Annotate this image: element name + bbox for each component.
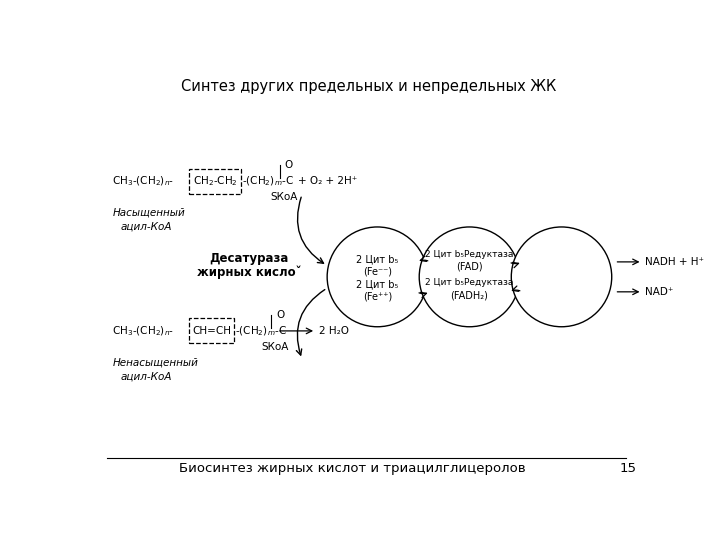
Text: CH$_2$-CH$_2$: CH$_2$-CH$_2$ xyxy=(192,174,238,188)
Text: CH$_3$-(CH$_2$)$_n$-: CH$_3$-(CH$_2$)$_n$- xyxy=(112,324,174,338)
Text: (FAD): (FAD) xyxy=(456,262,482,272)
Text: 2 Цит b₅Редуктаза: 2 Цит b₅Редуктаза xyxy=(426,278,513,287)
Text: (Fe⁻⁻): (Fe⁻⁻) xyxy=(363,267,392,277)
Text: Биосинтез жирных кислот и триацилглицеролов: Биосинтез жирных кислот и триацилглицеро… xyxy=(179,462,526,475)
Text: ацил-КоА: ацил-КоА xyxy=(121,372,172,382)
Text: Ненасыщенный: Ненасыщенный xyxy=(112,357,198,367)
Text: -(CH$_2$)$_m$-C: -(CH$_2$)$_m$-C xyxy=(235,324,287,338)
Text: 2 Цит b₅: 2 Цит b₅ xyxy=(356,279,398,289)
Text: CH$_3$-(CH$_2$)$_n$-: CH$_3$-(CH$_2$)$_n$- xyxy=(112,174,174,188)
FancyBboxPatch shape xyxy=(189,168,240,194)
Text: (Fe⁺⁺): (Fe⁺⁺) xyxy=(363,292,392,302)
Ellipse shape xyxy=(511,227,612,327)
Text: SКоА: SКоА xyxy=(262,342,289,352)
Text: -(CH$_2$)$_m$-C: -(CH$_2$)$_m$-C xyxy=(242,174,294,188)
Text: Десатураза: Десатураза xyxy=(210,252,289,265)
Text: 2 Цит b₅Редуктаза: 2 Цит b₅Редуктаза xyxy=(426,250,513,259)
Text: Синтез других предельных и непредельных ЖК: Синтез других предельных и непредельных … xyxy=(181,79,557,94)
Text: 15: 15 xyxy=(620,462,637,475)
Text: NADH + H⁺: NADH + H⁺ xyxy=(645,257,704,267)
Text: CH=CH: CH=CH xyxy=(192,326,231,336)
Text: + O₂ + 2H⁺: + O₂ + 2H⁺ xyxy=(298,176,357,186)
Text: SКоА: SКоА xyxy=(270,192,297,202)
Ellipse shape xyxy=(419,227,520,327)
Text: (FADH₂): (FADH₂) xyxy=(451,291,488,300)
Text: ацил-КоА: ацил-КоА xyxy=(121,222,172,232)
Text: 2 H₂O: 2 H₂O xyxy=(319,326,348,336)
FancyBboxPatch shape xyxy=(189,319,234,343)
Text: жирных кислоˇ: жирных кислоˇ xyxy=(197,266,301,280)
Text: NAD⁺: NAD⁺ xyxy=(645,287,674,297)
Text: 2 Цит b₅: 2 Цит b₅ xyxy=(356,254,398,265)
Text: O: O xyxy=(276,310,284,320)
Ellipse shape xyxy=(327,227,428,327)
Text: Насыщенный: Насыщенный xyxy=(112,207,185,218)
Text: O: O xyxy=(284,160,293,171)
